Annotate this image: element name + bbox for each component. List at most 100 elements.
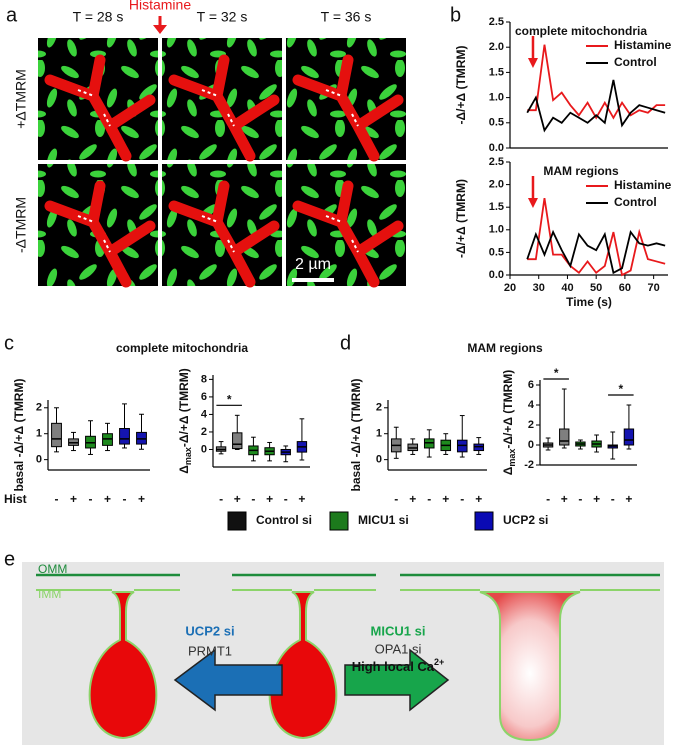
imm-label: IMM <box>38 587 61 601</box>
significance-label: * <box>618 382 623 396</box>
y-tick-label: 1 <box>376 428 382 440</box>
x-tick-label: - <box>578 492 582 506</box>
y-tick-label: 1 <box>36 428 42 440</box>
x-axis-label: Time (s) <box>566 295 612 309</box>
x-tick-label: 70 <box>648 282 660 294</box>
y-axis-label-part: -Δ/+Δ (TMRM) <box>501 370 515 449</box>
right-arrow <box>344 648 450 712</box>
y-axis-label: basal -Δ/+Δ (TMRM) <box>12 379 26 492</box>
y-tick-label: 0 <box>201 443 207 455</box>
y-tick-label: 1.0 <box>489 224 504 236</box>
x-tick-label: + <box>409 492 416 506</box>
panel-title: complete mitochondria <box>116 341 248 355</box>
box <box>232 432 243 450</box>
y-tick-label: 0 <box>528 439 534 451</box>
panel-label: c <box>4 332 14 354</box>
x-tick-label: + <box>70 492 77 506</box>
panel-label: a <box>6 4 18 26</box>
y-axis-label: Δmax-Δ/+Δ (TMRM) <box>501 370 517 476</box>
significance-label: * <box>227 392 232 406</box>
calcium-text: High local Ca <box>352 659 435 674</box>
x-tick-label: 50 <box>590 282 602 294</box>
x-tick-label: - <box>251 492 255 506</box>
y-tick-label: 2 <box>36 402 42 414</box>
x-tick-label: + <box>266 492 273 506</box>
y-axis-label-part: basal -Δ/+Δ (TMRM) <box>349 379 363 492</box>
event-arrowhead <box>527 58 538 68</box>
y-tick-label: 4 <box>201 408 208 420</box>
y-axis-label: basal -Δ/+Δ (TMRM) <box>349 379 363 492</box>
series-line <box>526 79 666 133</box>
micrographs <box>38 16 406 286</box>
x-tick-label: - <box>89 492 93 506</box>
y-axis-label-part: basal -Δ/+Δ (TMRM) <box>12 379 26 492</box>
legend-label: Histamine <box>614 38 672 52</box>
arrow-label: UCP2 si <box>185 623 234 638</box>
x-tick-label: + <box>561 492 568 506</box>
y-tick-label: 1.5 <box>489 201 504 213</box>
y-tick-label: 0.5 <box>489 246 504 258</box>
x-tick-label: 30 <box>533 282 545 294</box>
y-tick-label: 2 <box>376 402 382 414</box>
y-tick-label: 0.0 <box>489 269 504 281</box>
x-tick-label: - <box>394 492 398 506</box>
panel-label: e <box>4 548 15 570</box>
x-tick-label: + <box>475 492 482 506</box>
chart-title: MAM regions <box>543 164 619 178</box>
arrow-label: PRMT1 <box>188 643 232 658</box>
time-label: T = 36 s <box>321 9 372 25</box>
legend-swatch <box>227 511 247 531</box>
y-tick-label: 2.0 <box>489 41 504 53</box>
y-tick-label: 1.5 <box>489 66 504 78</box>
time-label: T = 32 s <box>197 9 248 25</box>
x-tick-label: 20 <box>504 282 516 294</box>
legend-swatch <box>329 511 349 531</box>
x-tick-label: + <box>298 492 305 506</box>
chart-title: complete mitochondria <box>515 24 647 38</box>
x-tick-label: 60 <box>619 282 631 294</box>
series-line <box>526 229 666 275</box>
series-line <box>527 198 666 277</box>
x-tick-label: + <box>138 492 145 506</box>
x-tick-label: - <box>219 492 223 506</box>
box <box>559 428 570 446</box>
box <box>623 428 635 446</box>
calcium-charge: 2+ <box>434 657 444 667</box>
event-arrowhead <box>527 198 538 208</box>
x-tick-label: - <box>546 492 550 506</box>
scale-bar-label: 2 µm <box>295 256 331 273</box>
box <box>51 422 62 448</box>
y-tick-label: 0.0 <box>489 142 504 154</box>
left-arrow <box>173 648 283 712</box>
y-tick-label: -2 <box>524 459 534 471</box>
legend-label: Histamine <box>614 178 672 192</box>
crista <box>479 591 581 742</box>
x-tick-label: - <box>123 492 127 506</box>
x-tick-label: - <box>611 492 615 506</box>
x-tick-label: + <box>234 492 241 506</box>
legend-label: Control <box>614 55 657 69</box>
x-tick-label: - <box>427 492 431 506</box>
schematic <box>22 562 664 745</box>
y-axis-label: -Δ/+Δ (TMRM) <box>454 46 468 125</box>
legend-swatch <box>474 511 494 531</box>
x-tick-label: + <box>104 492 111 506</box>
x-tick-label: - <box>55 492 59 506</box>
legend-label: Control si <box>256 513 312 527</box>
x-tick-label: + <box>593 492 600 506</box>
arrow-label: MICU1 si <box>371 623 426 638</box>
y-axis-label: -Δ/+Δ (TMRM) <box>454 179 468 258</box>
y-tick-label: 6 <box>201 391 207 403</box>
y-tick-label: 1.0 <box>489 92 504 104</box>
y-tick-label: 6 <box>528 379 534 391</box>
y-tick-label: 0 <box>376 454 382 466</box>
panel-title: MAM regions <box>467 341 543 355</box>
significance-label: * <box>554 366 559 380</box>
stimulus-label: Histamine <box>129 0 191 13</box>
y-axis-label-part: -Δ/+Δ (TMRM) <box>177 368 191 447</box>
y-tick-label: 0 <box>36 454 42 466</box>
x-tick-label: + <box>442 492 449 506</box>
x-tick-label: 40 <box>561 282 573 294</box>
y-axis-label-part: Δ <box>501 466 515 475</box>
